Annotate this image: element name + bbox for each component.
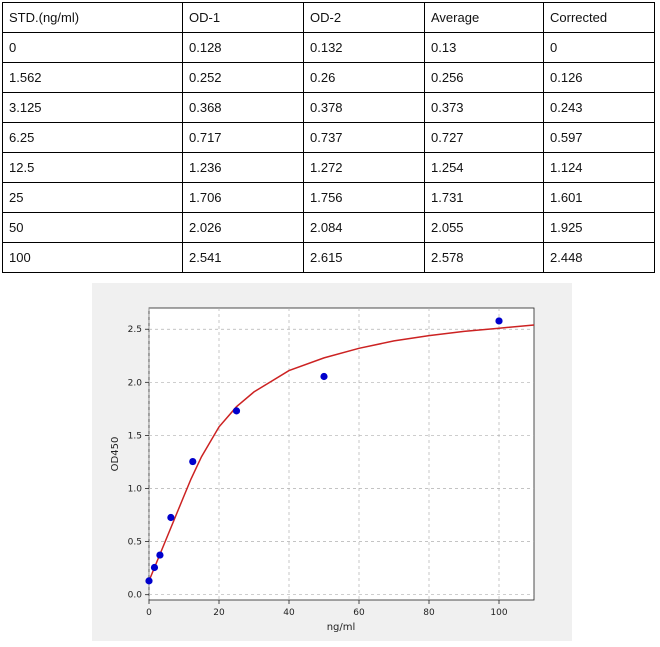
- table-row: 3.125 0.368 0.378 0.373 0.243: [2, 92, 655, 123]
- table-row: 25 1.706 1.756 1.731 1.601: [2, 182, 655, 213]
- table-cell: 100: [2, 242, 183, 273]
- table-cell: 12.5: [2, 152, 183, 183]
- data-points-layer: [145, 317, 503, 585]
- x-tick-label: 40: [283, 608, 295, 618]
- table-cell: 2.578: [424, 242, 544, 273]
- data-point: [232, 407, 241, 415]
- standard-curve-table: STD.(ng/ml) OD-1 OD-2 Average Corrected …: [2, 2, 655, 273]
- plot-area: [148, 307, 535, 601]
- y-tick-label: 2.0: [128, 378, 143, 388]
- header-corrected: Corrected: [543, 2, 655, 33]
- table-row: 6.25 0.717 0.737 0.727 0.597: [2, 122, 655, 153]
- header-od2: OD-2: [303, 2, 425, 33]
- table-cell: 1.756: [303, 182, 425, 213]
- table-cell: 1.272: [303, 152, 425, 183]
- table-cell: 2.541: [182, 242, 304, 273]
- table-cell: 0.256: [424, 62, 544, 93]
- table-cell: 50: [2, 212, 183, 243]
- data-point: [156, 551, 164, 559]
- table-cell: 0.597: [543, 122, 655, 153]
- axis-ticks: 0 20 40 60 80 100 0.0 0.5 1.0 1.5 2.0 2.5: [128, 325, 508, 618]
- table-body: 0 0.128 0.132 0.13 0 1.562 0.252 0.26 0.256 0.126…: [2, 32, 655, 273]
- table-row: 100 2.541 2.615 2.578 2.448: [2, 242, 655, 273]
- chart-svg: 0 20 40 60 80 100 0.0 0.5 1.0 1.5 2.0 2.5 ng/ml OD4…: [110, 307, 535, 633]
- table-header-row: STD.(ng/ml) OD-1 OD-2 Average Corrected: [2, 2, 655, 33]
- table-cell: 0.13: [424, 32, 544, 63]
- header-std: STD.(ng/ml): [2, 2, 183, 33]
- x-tick-label: 100: [490, 608, 507, 618]
- table-cell: 0.126: [543, 62, 655, 93]
- data-point: [495, 317, 503, 325]
- data-point: [145, 577, 153, 585]
- table-cell: 1.562: [2, 62, 183, 93]
- table-cell: 2.055: [424, 212, 544, 243]
- data-point: [189, 457, 197, 466]
- table-cell: 0.727: [424, 122, 544, 153]
- table-row: 0 0.128 0.132 0.13 0: [2, 32, 655, 63]
- x-tick-label: 0: [146, 608, 152, 618]
- y-axis-title: OD450: [110, 437, 121, 472]
- table-cell: 2.084: [303, 212, 425, 243]
- x-tick-label: 80: [423, 608, 435, 618]
- grid-lines: [148, 308, 534, 600]
- table-cell: 1.124: [543, 152, 655, 183]
- table-cell: 0.737: [303, 122, 425, 153]
- table-cell: 2.615: [303, 242, 425, 273]
- y-tick-label: 1.0: [128, 485, 143, 495]
- y-tick-label: 0.0: [128, 591, 143, 601]
- data-point: [150, 563, 159, 572]
- table-cell: 0.373: [424, 92, 544, 123]
- table-cell: 6.25: [2, 122, 183, 153]
- table-cell: 1.706: [182, 182, 304, 213]
- table-cell: 3.125: [2, 92, 183, 123]
- table-row: 50 2.026 2.084 2.055 1.925: [2, 212, 655, 243]
- table-row: 12.5 1.236 1.272 1.254 1.124: [2, 152, 655, 183]
- header-average: Average: [424, 2, 544, 33]
- table-cell: 1.254: [424, 152, 544, 183]
- table-cell: 0.128: [182, 32, 304, 63]
- data-point: [320, 372, 328, 381]
- y-tick-label: 0.5: [128, 538, 142, 548]
- table-cell: 2.448: [543, 242, 655, 273]
- x-axis-title: ng/ml: [327, 622, 356, 633]
- table-cell: 0.368: [182, 92, 304, 123]
- data-point: [167, 513, 175, 522]
- table-cell: 0.252: [182, 62, 304, 93]
- x-tick-label: 20: [213, 608, 225, 618]
- fit-curve: [148, 324, 535, 582]
- table-cell: 1.601: [543, 182, 655, 213]
- header-od1: OD-1: [182, 2, 304, 33]
- table-cell: 1.236: [182, 152, 304, 183]
- table-cell: 25: [2, 182, 183, 213]
- fit-curve-layer: [148, 324, 535, 582]
- table-cell: 2.026: [182, 212, 304, 243]
- table-cell: 1.925: [543, 212, 655, 243]
- table-cell: 0.243: [543, 92, 655, 123]
- table-cell: 1.731: [424, 182, 544, 213]
- table-cell: 0.132: [303, 32, 425, 63]
- x-tick-label: 60: [353, 608, 365, 618]
- table-cell: 0: [543, 32, 655, 63]
- table-row: 1.562 0.252 0.26 0.256 0.126: [2, 62, 655, 93]
- table-cell: 0: [2, 32, 183, 63]
- y-tick-label: 2.5: [128, 325, 142, 335]
- table-cell: 0.378: [303, 92, 425, 123]
- y-tick-label: 1.5: [128, 431, 142, 441]
- standard-curve-chart: 0 20 40 60 80 100 0.0 0.5 1.0 1.5 2.0 2.5 ng/ml OD4…: [92, 283, 572, 641]
- table-cell: 0.26: [303, 62, 425, 93]
- table-cell: 0.717: [182, 122, 304, 153]
